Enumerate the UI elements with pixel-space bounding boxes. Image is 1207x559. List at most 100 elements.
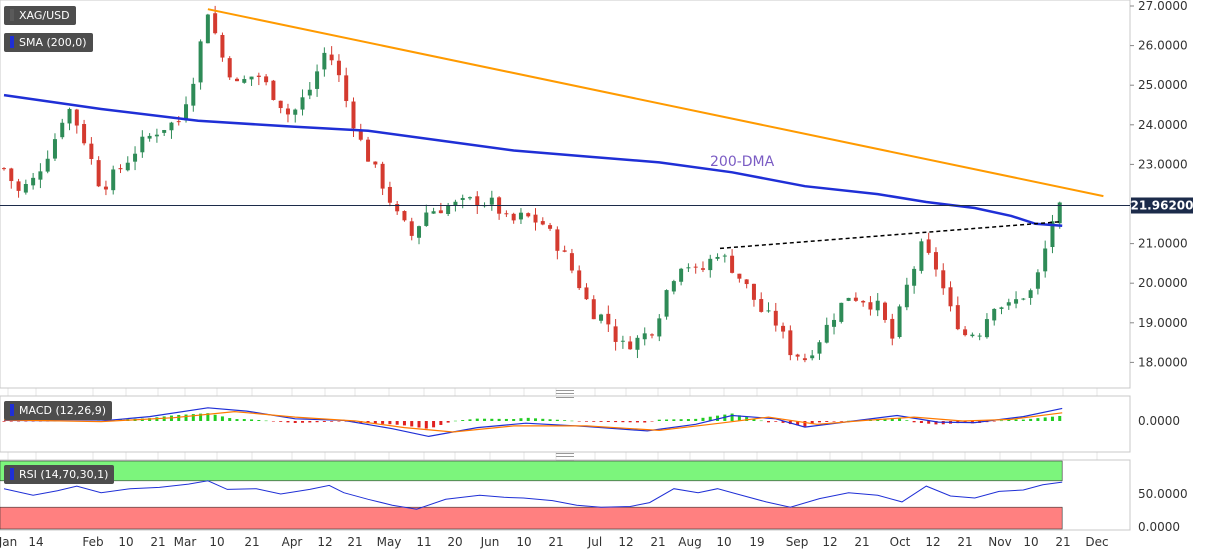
x-tick-label: May	[377, 535, 402, 549]
candle-body	[387, 186, 392, 203]
candle-body	[577, 270, 582, 289]
candle-body	[489, 197, 494, 205]
macd-histogram-bar	[264, 420, 268, 422]
macd-histogram-bar	[206, 413, 210, 421]
x-tick-label: Mar	[174, 535, 197, 549]
macd-histogram-bar	[621, 421, 625, 423]
rsi-swatch	[10, 468, 14, 480]
macd-histogram-bar	[1058, 415, 1062, 421]
x-tick-label: 19	[749, 535, 764, 549]
macd-histogram-bar	[1050, 416, 1054, 421]
rsi-oversold-band	[0, 506, 1063, 530]
macd-histogram-bar	[919, 421, 923, 423]
y-tick-label: 21.0000	[1138, 237, 1188, 251]
candle-body	[336, 60, 341, 76]
macd-histogram-bar	[177, 414, 181, 421]
macd-histogram-bar	[708, 416, 712, 421]
candle-body	[16, 181, 21, 191]
candle-body	[730, 255, 735, 273]
x-tick-label: 12	[822, 535, 837, 549]
macd-histogram-bar	[330, 421, 334, 422]
candle-body	[540, 221, 545, 225]
macd-histogram-bar	[497, 418, 501, 421]
macd-histogram-bar	[890, 417, 894, 421]
x-tick-label: 21	[347, 535, 362, 549]
candle-body	[1043, 248, 1048, 272]
candle-body	[176, 121, 181, 123]
candle-body	[773, 310, 778, 326]
x-tick-label: 14	[28, 535, 43, 549]
rsi-overbought-band	[0, 460, 1063, 482]
macd-histogram-bar	[504, 418, 508, 421]
macd-histogram-bar	[279, 421, 283, 422]
candle-body	[606, 313, 611, 325]
rsi-resize-handle[interactable]	[556, 453, 574, 461]
macd-histogram-bar	[417, 421, 421, 428]
macd-histogram-bar	[759, 420, 763, 422]
sma-legend[interactable]: SMA (200,0)	[4, 33, 93, 52]
candle-body	[722, 255, 727, 257]
candle-body	[38, 171, 43, 180]
candle-body	[584, 287, 589, 300]
macd-histogram-bar	[796, 421, 800, 426]
candle-body	[431, 211, 436, 214]
sma-text: SMA (200,0)	[19, 36, 87, 49]
candle-body	[256, 75, 261, 77]
sma-swatch	[10, 36, 14, 48]
candle-body	[89, 143, 94, 160]
candle-body	[366, 139, 371, 162]
macd-legend[interactable]: MACD (12,26,9)	[4, 401, 113, 420]
macd-histogram-bar	[643, 421, 647, 423]
candle-body	[249, 76, 254, 80]
x-tick-label: 21	[150, 535, 165, 549]
candle-body	[278, 100, 283, 109]
candle-body	[1028, 290, 1033, 298]
x-tick-label: 12	[925, 535, 940, 549]
macd-histogram-bar	[293, 421, 297, 423]
candle-body	[460, 197, 465, 200]
candle-body	[664, 290, 669, 317]
x-tick-label: 10	[209, 535, 224, 549]
macd-histogram-bar	[650, 421, 654, 422]
candle-body	[984, 319, 989, 338]
rsi-tick-label: 0.0000	[1138, 520, 1180, 534]
macd-histogram-bar	[315, 421, 319, 423]
macd-histogram-bar	[490, 418, 494, 421]
candle-body	[213, 13, 218, 34]
candle-body	[475, 196, 480, 206]
price-tag-box	[1131, 197, 1193, 214]
candle-body	[810, 355, 815, 359]
x-tick-label: 10	[1023, 535, 1038, 549]
macd-histogram-bar	[745, 417, 749, 421]
candle-body	[329, 54, 334, 61]
macd-histogram-bar	[665, 419, 669, 421]
macd-histogram-bar	[337, 421, 341, 422]
candle-body	[1021, 298, 1026, 300]
macd-histogram-bar	[781, 421, 785, 423]
candle-body	[67, 108, 72, 124]
macd-histogram-bar	[228, 418, 232, 421]
rsi-line	[3, 480, 1063, 510]
candle-body	[912, 268, 917, 286]
candle-body	[700, 268, 705, 270]
macd-histogram-bar	[992, 421, 996, 422]
symbol-label[interactable]: XAG/USD	[4, 6, 76, 25]
price-tag: 21.96200	[1130, 199, 1193, 213]
macd-resize-handle[interactable]	[556, 390, 574, 398]
x-tick-label: Aug	[678, 535, 701, 549]
candle-body	[205, 14, 210, 44]
rsi-legend[interactable]: RSI (14,70,30,1)	[4, 465, 115, 484]
candle-body	[2, 168, 6, 170]
candle-body	[293, 109, 298, 115]
y-tick-label: 18.0000	[1138, 355, 1188, 369]
candle-body	[264, 76, 269, 83]
candle-body	[955, 305, 960, 330]
signal-line	[3, 410, 1063, 433]
macd-histogram-bar	[584, 421, 588, 422]
macd-histogram-bar	[1029, 418, 1033, 421]
candle-body	[453, 201, 458, 206]
resistance-trendline	[207, 8, 1104, 198]
macd-histogram-bar	[606, 421, 610, 422]
candlesticks	[2, 5, 1062, 363]
